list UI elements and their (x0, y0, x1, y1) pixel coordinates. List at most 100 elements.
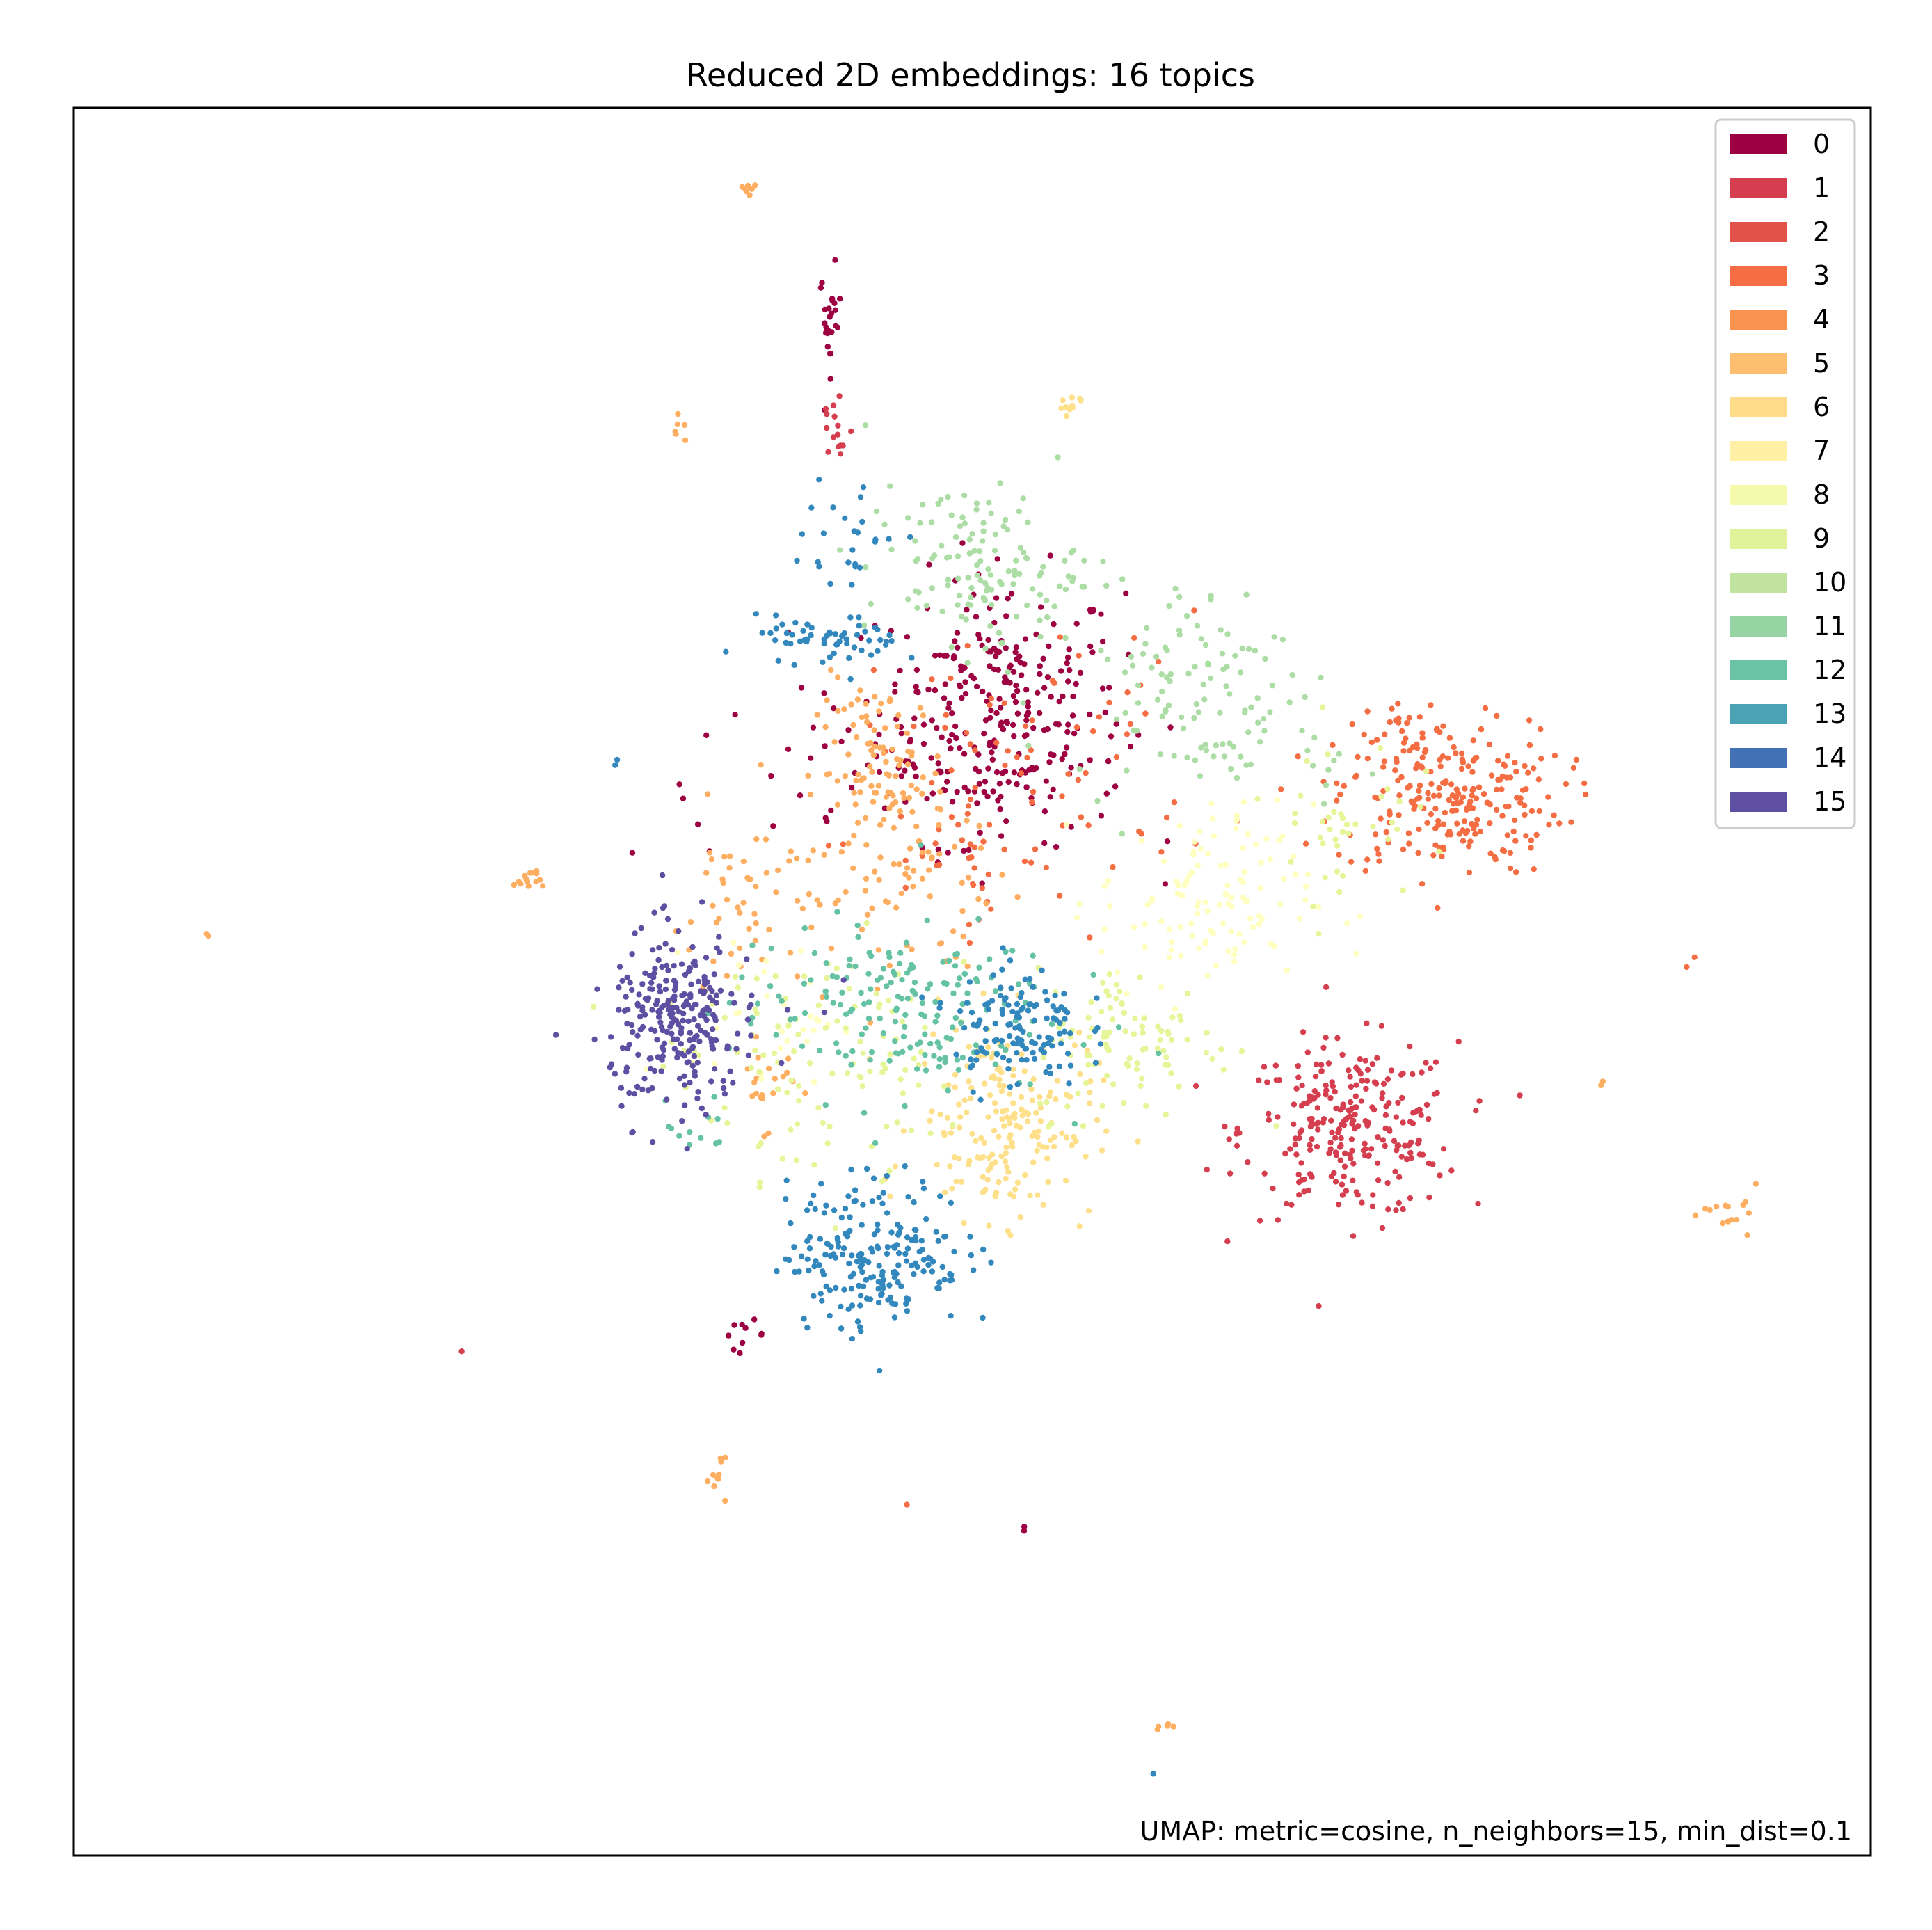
scatter-point (1013, 557, 1019, 564)
scatter-point (950, 990, 957, 997)
scatter-point (770, 1090, 776, 1096)
scatter-point (957, 1007, 964, 1014)
umap-parameters-note: UMAP: metric=cosine, n_neighbors=15, min… (1140, 1816, 1852, 1847)
scatter-point (736, 1010, 742, 1016)
scatter-point (1220, 741, 1226, 747)
scatter-point (894, 724, 901, 730)
scatter-point (669, 1014, 675, 1021)
scatter-point (929, 717, 935, 724)
scatter-point (1243, 762, 1250, 768)
scatter-point (986, 1222, 992, 1229)
scatter-point (1374, 1055, 1380, 1061)
scatter-point (859, 518, 865, 525)
scatter-point (982, 717, 989, 724)
scatter-point (833, 641, 840, 648)
scatter-point (826, 771, 833, 777)
scatter-point (934, 1285, 941, 1291)
scatter-point (1417, 804, 1424, 810)
scatter-point (1378, 794, 1384, 800)
scatter-point (888, 546, 895, 552)
scatter-point (903, 939, 910, 946)
scatter-point (1137, 1083, 1144, 1090)
scatter-point (1021, 858, 1028, 865)
scatter-point (1309, 1174, 1315, 1180)
scatter-point (1364, 756, 1371, 762)
scatter-point (552, 1032, 559, 1038)
scatter-point (1139, 838, 1145, 844)
scatter-point (1216, 902, 1223, 908)
scatter-point (886, 536, 892, 542)
scatter-point (1291, 820, 1298, 827)
scatter-point (1311, 735, 1318, 741)
scatter-point (845, 559, 852, 566)
scatter-point (1220, 666, 1227, 673)
scatter-point (753, 920, 759, 927)
scatter-point (759, 630, 765, 636)
scatter-point (664, 1028, 670, 1035)
scatter-point (1332, 1179, 1339, 1185)
scatter-point (752, 1047, 758, 1054)
scatter-point (1044, 674, 1051, 680)
scatter-point (735, 984, 742, 991)
scatter-point (1383, 1103, 1389, 1110)
scatter-point (804, 1256, 811, 1263)
scatter-point (1439, 853, 1445, 860)
scatter-point (997, 480, 1003, 486)
scatter-point (895, 1250, 902, 1257)
scatter-point (932, 687, 939, 694)
scatter-point (1019, 990, 1025, 996)
scatter-point (873, 990, 880, 996)
scatter-point (1122, 1028, 1128, 1035)
scatter-point (995, 797, 1001, 804)
scatter-point (205, 932, 211, 939)
scatter-point (1030, 952, 1036, 959)
scatter-point (993, 1051, 1000, 1058)
scatter-point (1400, 846, 1407, 853)
scatter-point (986, 1154, 992, 1161)
scatter-point (1334, 868, 1341, 875)
scatter-point (1492, 856, 1499, 863)
series-topic-15 (552, 872, 847, 1152)
scatter-point (807, 1013, 814, 1019)
scatter-point (968, 1010, 975, 1016)
scatter-point (1312, 1074, 1319, 1080)
scatter-point (687, 1037, 693, 1044)
scatter-point (932, 770, 939, 776)
scatter-point (1291, 1121, 1297, 1128)
scatter-point (1041, 840, 1048, 847)
scatter-point (1023, 1046, 1030, 1052)
scatter-point (947, 1163, 953, 1170)
scatter-point (801, 1010, 808, 1016)
scatter-point (1292, 810, 1298, 817)
scatter-point (1020, 495, 1026, 502)
scatter-point (959, 514, 966, 520)
scatter-point (961, 1097, 968, 1103)
scatter-point (1057, 634, 1064, 640)
scatter-point (657, 1019, 664, 1026)
scatter-point (887, 1193, 893, 1199)
scatter-point (1408, 1155, 1415, 1161)
scatter-point (721, 1104, 728, 1111)
scatter-point (1087, 711, 1093, 718)
scatter-point (1076, 901, 1083, 907)
scatter-point (952, 963, 959, 969)
scatter-point (1283, 1200, 1290, 1207)
scatter-point (889, 746, 895, 753)
scatter-point (618, 1085, 625, 1091)
scatter-point (1060, 397, 1066, 404)
scatter-point (1039, 967, 1045, 974)
scatter-point (1176, 1012, 1183, 1019)
scatter-point (904, 730, 911, 737)
scatter-point (822, 406, 829, 412)
scatter-point (1338, 1135, 1344, 1142)
scatter-point (1396, 812, 1402, 818)
scatter-point (1406, 715, 1412, 721)
scatter-point (929, 585, 936, 591)
scatter-point (1446, 735, 1453, 741)
scatter-point (1028, 1086, 1035, 1092)
scatter-point (1067, 1062, 1074, 1069)
scatter-point (768, 946, 774, 952)
scatter-point (1220, 1067, 1227, 1073)
scatter-point (1425, 790, 1431, 797)
scatter-point (828, 807, 834, 814)
